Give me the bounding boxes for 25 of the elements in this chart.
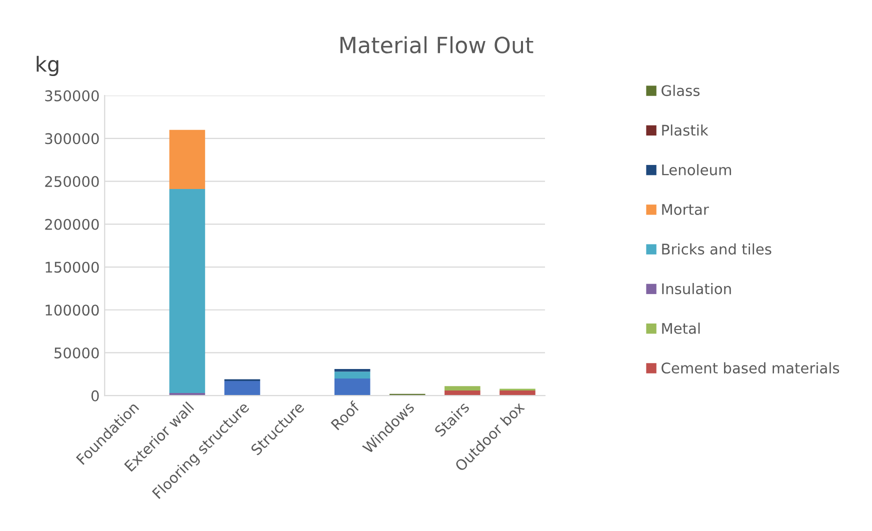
legend-label: Metal bbox=[662, 322, 700, 334]
bar bbox=[224, 381, 260, 396]
bar bbox=[169, 189, 206, 394]
y-tick-label: 350000 bbox=[45, 90, 99, 102]
legend-label: Plastik bbox=[662, 124, 708, 136]
legend-label: Insulation bbox=[662, 282, 731, 294]
legend-label: Lenoleum bbox=[662, 164, 732, 176]
y-axis-title: kg bbox=[36, 56, 58, 76]
legend-label: Mortar bbox=[662, 204, 709, 215]
legend-label: Cement based materials bbox=[662, 362, 840, 374]
bar bbox=[334, 378, 370, 396]
y-tick-label: 0 bbox=[91, 390, 99, 402]
bar bbox=[444, 386, 480, 390]
y-tick-label: 50000 bbox=[54, 347, 99, 358]
y-tick-label: 150000 bbox=[46, 262, 99, 273]
chart-title: Material Flow Out bbox=[340, 36, 534, 54]
legend-label: Glass bbox=[662, 84, 700, 96]
bar bbox=[334, 372, 370, 378]
y-tick-label: 200000 bbox=[45, 218, 99, 230]
y-tick-label: 250000 bbox=[45, 176, 99, 188]
legend-label: Bricks and tiles bbox=[662, 243, 772, 255]
bar bbox=[169, 130, 206, 190]
y-tick-label: 100000 bbox=[46, 304, 99, 316]
y-tick-label: 300000 bbox=[45, 133, 99, 144]
bar bbox=[334, 369, 370, 372]
